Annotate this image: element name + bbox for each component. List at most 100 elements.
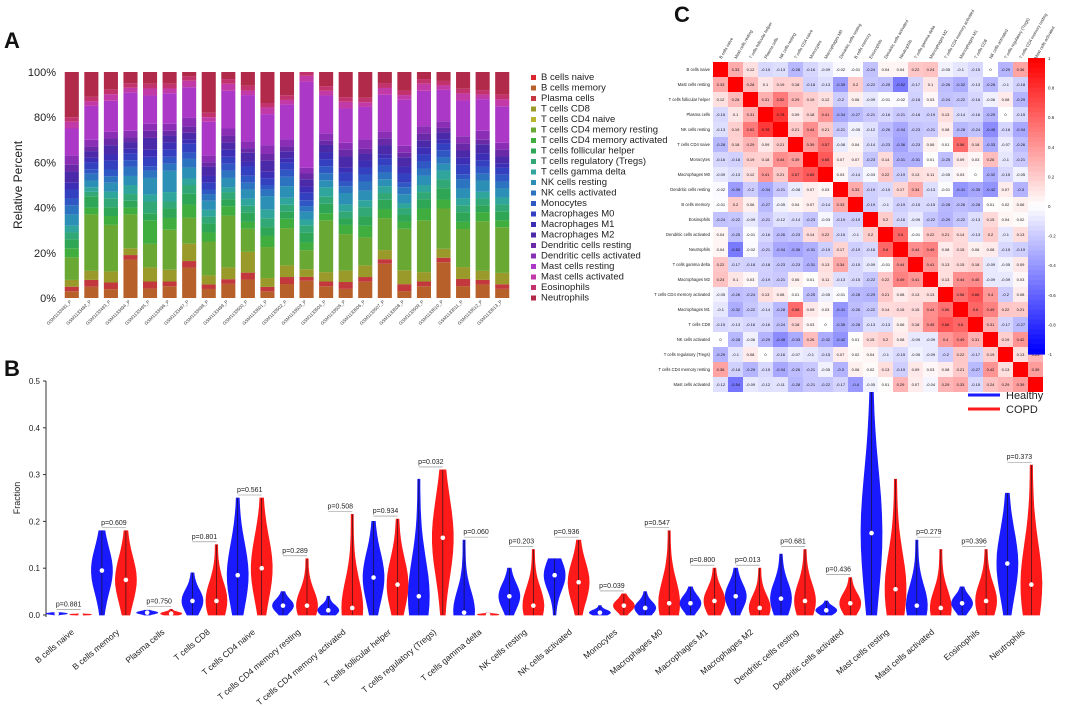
bar-segment <box>279 162 295 170</box>
heatmap-value: 0.21 <box>1017 307 1026 312</box>
heatmap-value: -0.15 <box>1016 112 1026 117</box>
heatmap-value: 0.57 <box>822 142 831 147</box>
bar-segment <box>240 251 255 273</box>
heatmap-cell <box>713 317 728 332</box>
heatmap-cell <box>893 212 908 227</box>
heatmap-cell <box>893 242 908 257</box>
heatmap-cell <box>863 377 878 392</box>
heatmap-cell <box>803 137 818 152</box>
heatmap-value: 0.31 <box>747 112 756 117</box>
heatmap-cell <box>713 137 728 152</box>
heatmap-value: -0.24 <box>746 292 756 297</box>
heatmap-cell <box>893 137 908 152</box>
heatmap-value: 0.03 <box>807 322 816 327</box>
colorbar-segment <box>1028 309 1045 316</box>
bar-segment <box>475 173 490 181</box>
heatmap-cell <box>758 77 773 92</box>
heatmap-cell <box>818 92 833 107</box>
heatmap-cell <box>998 77 1013 92</box>
bar-segment <box>123 153 138 161</box>
heatmap-cell <box>743 332 758 347</box>
heatmap-cell <box>818 287 833 302</box>
heatmap-cell <box>743 362 758 377</box>
heatmap-value: 0 <box>1004 112 1007 117</box>
bar-segment <box>182 126 197 133</box>
p-value-label: p=0.032 <box>418 459 444 466</box>
heatmap-value: -0.14 <box>956 112 966 117</box>
heatmap-value: 0.07 <box>837 157 846 162</box>
heatmap-value: 0.17 <box>837 247 846 252</box>
bar-segment <box>143 243 158 268</box>
heatmap-cell <box>893 332 908 347</box>
bar-segment <box>456 179 471 189</box>
p-value-label: p=0.681 <box>780 538 806 545</box>
heatmap-cell <box>983 212 998 227</box>
violin-median-point <box>597 610 603 615</box>
colorbar-segment <box>1028 289 1045 296</box>
heatmap-cell <box>848 137 863 152</box>
p-value-label: p=0.561 <box>237 487 263 494</box>
colorbar-segment <box>1028 255 1045 261</box>
bar-segment <box>84 105 99 140</box>
heatmap-cell <box>773 212 788 227</box>
bar-segment <box>279 265 295 278</box>
bar-segment <box>143 213 158 221</box>
bar-segment <box>358 281 373 298</box>
heatmap-cell <box>953 287 968 302</box>
bar-segment <box>475 212 490 222</box>
bar-segment <box>240 95 255 142</box>
bar-segment <box>64 291 79 298</box>
column-label: Monocytes <box>808 39 822 59</box>
bar-segment <box>84 180 99 188</box>
heatmap-value: 0.08 <box>1017 292 1026 297</box>
heatmap-cell <box>758 62 773 77</box>
heatmap-value: 0.21 <box>822 127 831 132</box>
heatmap-value: -0.26 <box>941 82 951 87</box>
y-tick-label: 0.5 <box>29 377 41 386</box>
heatmap-value: -0.31 <box>896 157 906 162</box>
heatmap-cell <box>908 167 923 182</box>
heatmap-cell <box>773 152 788 167</box>
heatmap-value: -0.16 <box>971 97 981 102</box>
heatmap-value: -0.21 <box>806 382 816 387</box>
heatmap-value: -0.16 <box>716 157 726 162</box>
heatmap-value: 0.11 <box>927 172 935 177</box>
heatmap-cell <box>863 167 878 182</box>
heatmap-value: -0.34 <box>836 112 846 117</box>
bar-segment <box>377 208 392 219</box>
heatmap-cell <box>983 107 998 122</box>
bar-segment <box>221 283 236 298</box>
heatmap-cell <box>953 317 968 332</box>
bar-segment <box>338 270 353 283</box>
heatmap-value: 0.45 <box>972 277 981 282</box>
bar-segment <box>377 250 392 260</box>
bar-segment <box>397 214 412 222</box>
heatmap-value: 0.08 <box>987 247 996 252</box>
bar-segment <box>103 138 118 146</box>
bar-segment <box>397 203 412 209</box>
bar-segment <box>103 94 118 101</box>
bar-segment <box>279 204 295 212</box>
heatmap-cell <box>713 182 728 197</box>
heatmap-cell <box>908 227 923 242</box>
bar-segment <box>84 72 99 97</box>
colorbar-tick-label: -0.4 <box>1048 263 1056 268</box>
heatmap-cell <box>983 257 998 272</box>
bar-segment <box>436 157 451 164</box>
bar-segment <box>358 190 373 201</box>
heatmap-cell <box>1013 167 1028 182</box>
heatmap-cell <box>803 122 818 137</box>
heatmap-cell <box>968 347 983 362</box>
heatmap-cell <box>878 287 893 302</box>
heatmap-cell <box>848 227 863 242</box>
bar-segment <box>143 72 158 84</box>
bar-segment <box>456 100 471 137</box>
bar-segment <box>201 232 216 242</box>
bar-segment <box>456 88 471 94</box>
bar-segment <box>358 106 373 140</box>
colorbar-segment <box>1028 225 1045 232</box>
heatmap-cell <box>1028 377 1043 392</box>
heatmap-cell <box>938 362 953 377</box>
bar-segment <box>162 83 177 89</box>
